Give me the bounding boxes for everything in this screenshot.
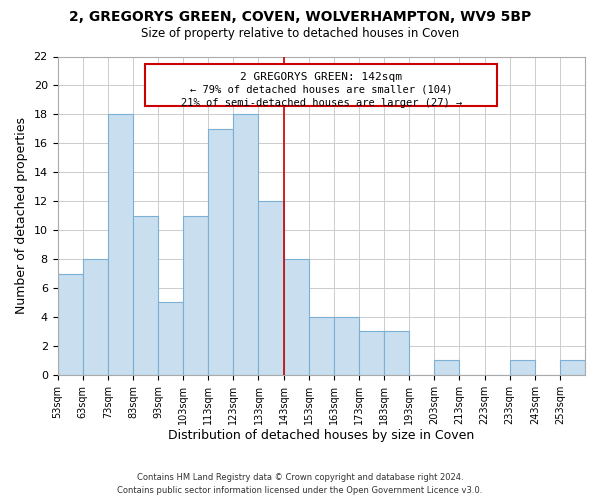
- Text: 2 GREGORYS GREEN: 142sqm: 2 GREGORYS GREEN: 142sqm: [240, 72, 402, 82]
- Bar: [384, 332, 409, 375]
- X-axis label: Distribution of detached houses by size in Coven: Distribution of detached houses by size …: [168, 430, 475, 442]
- Bar: [233, 114, 259, 375]
- Bar: [83, 259, 108, 375]
- Text: Size of property relative to detached houses in Coven: Size of property relative to detached ho…: [141, 28, 459, 40]
- Bar: [208, 129, 233, 375]
- Text: ← 79% of detached houses are smaller (104): ← 79% of detached houses are smaller (10…: [190, 85, 452, 95]
- Bar: [259, 201, 284, 375]
- Bar: [434, 360, 460, 375]
- Bar: [284, 259, 309, 375]
- Bar: [359, 332, 384, 375]
- Bar: [560, 360, 585, 375]
- Bar: [133, 216, 158, 375]
- Text: 21% of semi-detached houses are larger (27) →: 21% of semi-detached houses are larger (…: [181, 98, 462, 108]
- Text: 2, GREGORYS GREEN, COVEN, WOLVERHAMPTON, WV9 5BP: 2, GREGORYS GREEN, COVEN, WOLVERHAMPTON,…: [69, 10, 531, 24]
- Bar: [58, 274, 83, 375]
- Bar: [183, 216, 208, 375]
- Bar: [108, 114, 133, 375]
- FancyBboxPatch shape: [145, 64, 497, 106]
- Bar: [509, 360, 535, 375]
- Bar: [334, 317, 359, 375]
- Bar: [158, 302, 183, 375]
- Bar: [309, 317, 334, 375]
- Y-axis label: Number of detached properties: Number of detached properties: [15, 117, 28, 314]
- Text: Contains HM Land Registry data © Crown copyright and database right 2024.
Contai: Contains HM Land Registry data © Crown c…: [118, 473, 482, 495]
